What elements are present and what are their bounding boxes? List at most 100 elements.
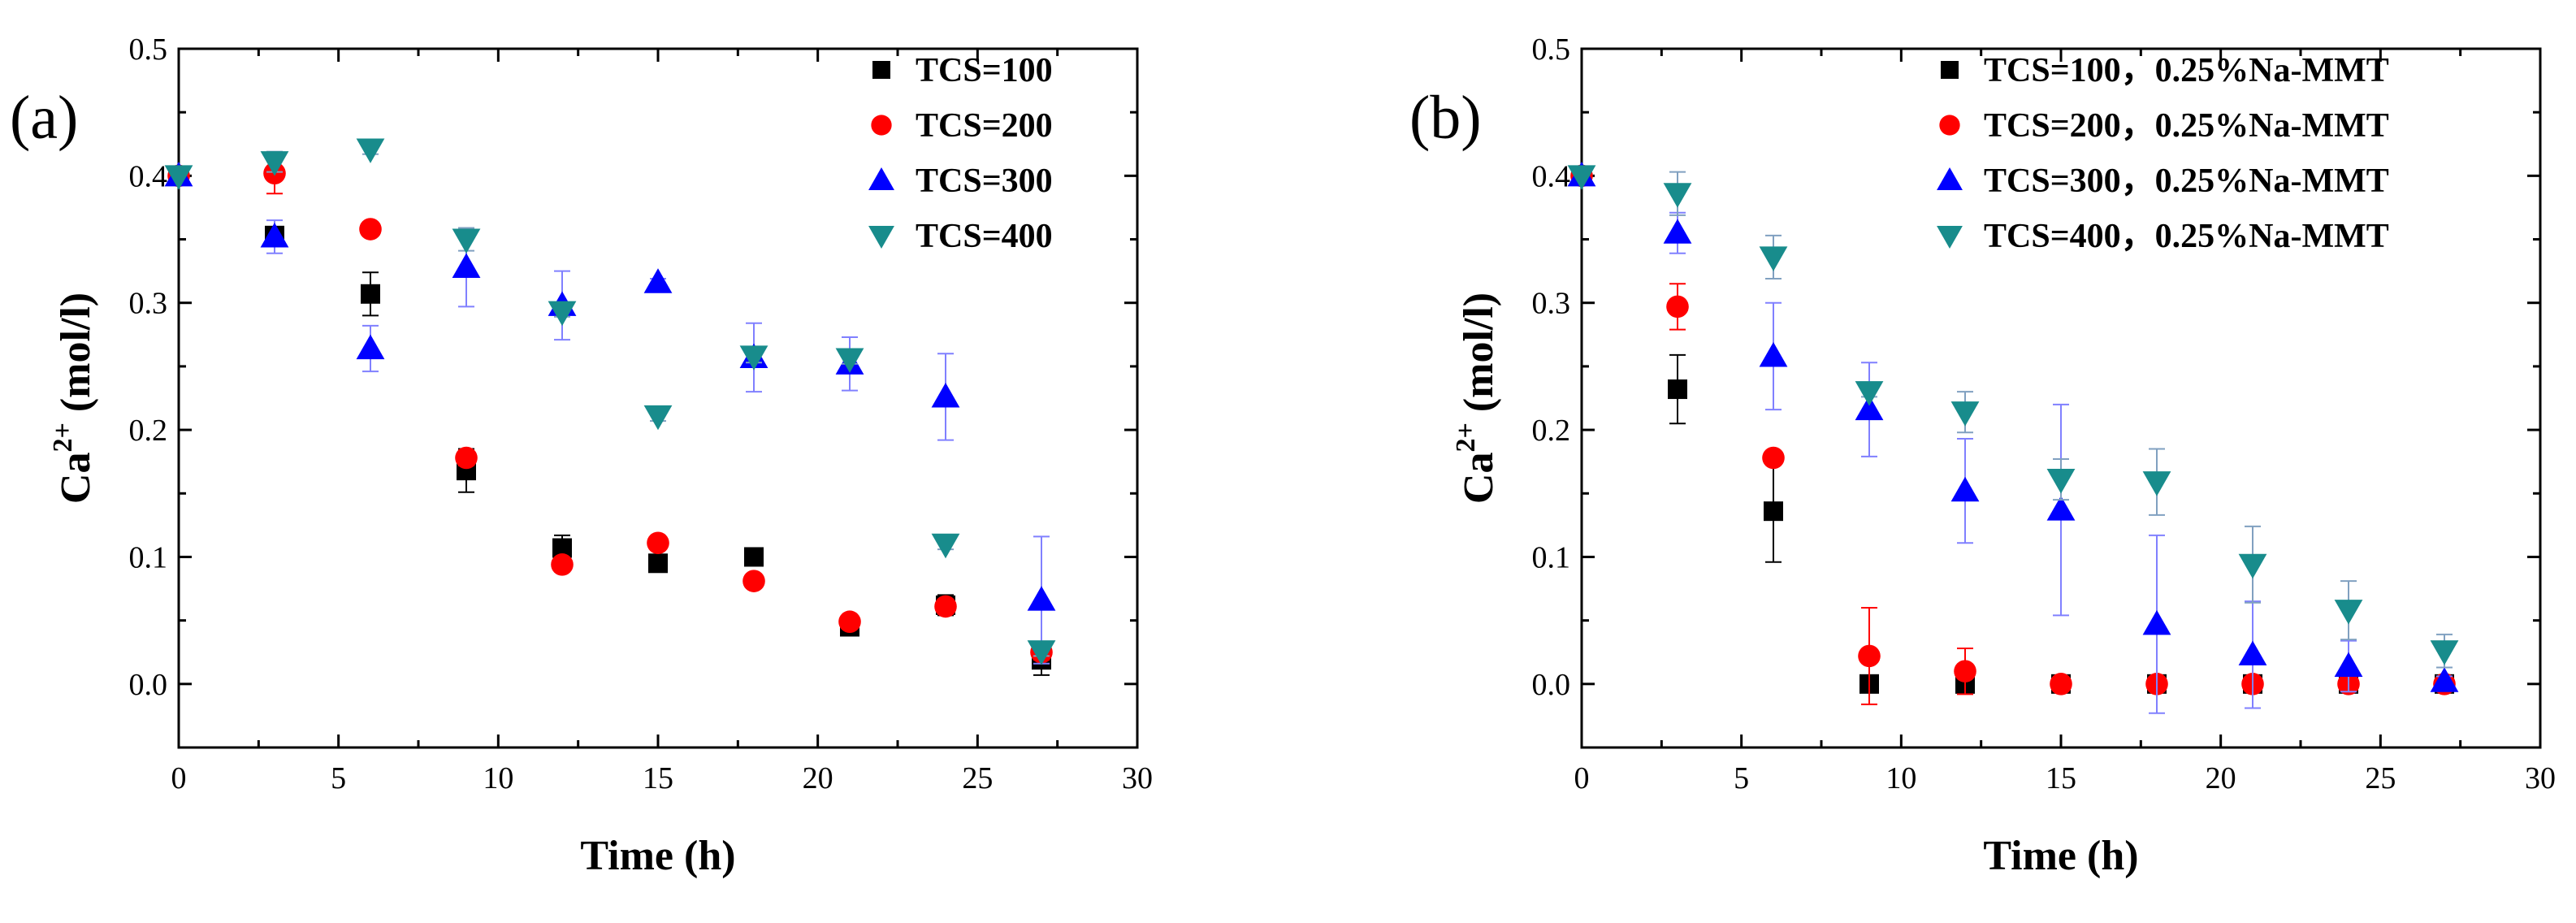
y-tick-label: 0.3 xyxy=(129,287,168,321)
x-tick-label: 10 xyxy=(483,761,513,795)
data-point xyxy=(452,253,481,278)
y-axis-title-base: Ca xyxy=(1456,453,1502,505)
plot-frame xyxy=(177,47,1139,749)
data-point xyxy=(739,345,768,370)
legend-label: TCS=400，0.25%Na-MMT xyxy=(1984,218,2389,255)
data-point xyxy=(1663,219,1692,244)
data-point xyxy=(1663,183,1692,208)
data-point xyxy=(2238,640,2267,665)
data-point xyxy=(2430,667,2459,692)
data-point xyxy=(931,383,960,408)
data-point xyxy=(2142,609,2171,635)
data-point xyxy=(1567,165,1596,190)
legend-label: TCS=300，0.25%Na-MMT xyxy=(1984,162,2389,200)
y-axis-title-base: Ca xyxy=(53,453,99,505)
data-point xyxy=(1855,395,1884,421)
legend-marker xyxy=(1939,115,1960,136)
legend-marker xyxy=(1937,167,1963,190)
data-point xyxy=(1855,381,1884,406)
data-point xyxy=(2046,496,2076,521)
y-tick-label: 0.5 xyxy=(129,32,168,67)
data-point xyxy=(164,165,193,190)
data-point xyxy=(1950,401,1980,427)
x-tick-label: 0 xyxy=(171,761,187,795)
data-point xyxy=(1666,295,1689,318)
data-point xyxy=(452,228,481,254)
data-point xyxy=(548,301,577,327)
y-tick-label: 0.4 xyxy=(1532,159,1571,193)
plot-frame xyxy=(1580,47,2542,749)
data-point xyxy=(742,570,765,592)
data-point xyxy=(1759,342,1788,367)
data-point xyxy=(1668,379,1687,400)
data-point xyxy=(455,446,478,470)
data-point xyxy=(356,334,385,360)
x-tick-label: 20 xyxy=(803,761,833,795)
x-tick-label: 0 xyxy=(1574,761,1590,795)
y-tick-label: 0.0 xyxy=(129,668,168,702)
chart-panel-b: 0 5 10 15 20 25 30 0.0 0.1 0.2 0.3 0.4 0.5 Time (h) Ca… xyxy=(1409,32,2556,879)
legend: TCS=100 TCS=200 TCS=300 TCS=400 xyxy=(868,52,1053,255)
x-tick-label: 10 xyxy=(1885,761,1916,795)
y-axis-title: Ca2+ (mol/l) xyxy=(48,292,99,504)
series-3 xyxy=(1567,165,2459,669)
series-1 xyxy=(1570,164,2456,705)
x-axis-title: Time (h) xyxy=(1983,833,2138,879)
data-point xyxy=(744,547,764,567)
data-point xyxy=(931,533,960,559)
y-tick-label: 0.3 xyxy=(1532,287,1571,321)
y-tick-label: 0.0 xyxy=(1532,668,1571,702)
legend-marker xyxy=(871,115,892,136)
data-point xyxy=(1858,644,1881,668)
x-axis-title: Time (h) xyxy=(580,833,735,879)
y-axis-title-unit: (mol/l) xyxy=(53,292,99,422)
data-point xyxy=(835,348,864,373)
data-point xyxy=(2334,600,2363,625)
series-1 xyxy=(167,152,1053,664)
legend-marker xyxy=(868,167,894,190)
y-axis-title: Ca2+ (mol/l) xyxy=(1451,292,1502,504)
data-point xyxy=(648,553,668,574)
series-2 xyxy=(1567,161,2459,714)
data-point xyxy=(260,151,289,176)
data-point xyxy=(934,595,957,618)
legend: TCS=100，0.25%Na-MMT TCS=200，0.25%Na-MMT TC… xyxy=(1937,52,2389,255)
data-point xyxy=(643,405,673,431)
legend-label: TCS=400 xyxy=(916,218,1053,255)
data-point xyxy=(1954,660,1976,682)
legend-marker xyxy=(868,226,894,249)
y-axis-title-superscript: 2+ xyxy=(48,422,78,452)
x-tick-label: 15 xyxy=(643,761,673,795)
y-tick-label: 0.2 xyxy=(129,414,168,448)
data-point xyxy=(359,218,382,240)
y-axis-title-superscript: 2+ xyxy=(1451,422,1481,452)
legend-label: TCS=300 xyxy=(916,162,1053,200)
data-point xyxy=(2046,469,2076,494)
data-point xyxy=(1759,246,1788,271)
data-point xyxy=(1950,476,1980,502)
data-point xyxy=(551,553,574,576)
data-point xyxy=(361,284,380,304)
panel-label: (b) xyxy=(1409,84,1482,152)
panel-label: (a) xyxy=(10,84,78,152)
x-tick-label: 15 xyxy=(2046,761,2076,795)
x-tick-label: 30 xyxy=(2525,761,2556,795)
data-point xyxy=(356,138,385,163)
legend-marker xyxy=(1941,61,1959,79)
x-tick-label: 25 xyxy=(962,761,993,795)
data-point xyxy=(1027,586,1056,611)
data-point xyxy=(1762,446,1785,470)
data-point xyxy=(1027,640,1056,665)
y-tick-label: 0.1 xyxy=(1532,540,1571,574)
data-point xyxy=(2334,652,2363,677)
data-point xyxy=(2050,673,2072,696)
legend-label: TCS=100，0.25%Na-MMT xyxy=(1984,52,2389,89)
y-axis-title-unit: (mol/l) xyxy=(1456,292,1502,422)
data-point xyxy=(647,531,669,555)
series-3 xyxy=(164,138,1056,665)
legend-label: TCS=200，0.25%Na-MMT xyxy=(1984,107,2389,145)
data-point xyxy=(1764,501,1783,522)
legend-label: TCS=200 xyxy=(916,107,1053,145)
legend-marker xyxy=(872,61,890,79)
